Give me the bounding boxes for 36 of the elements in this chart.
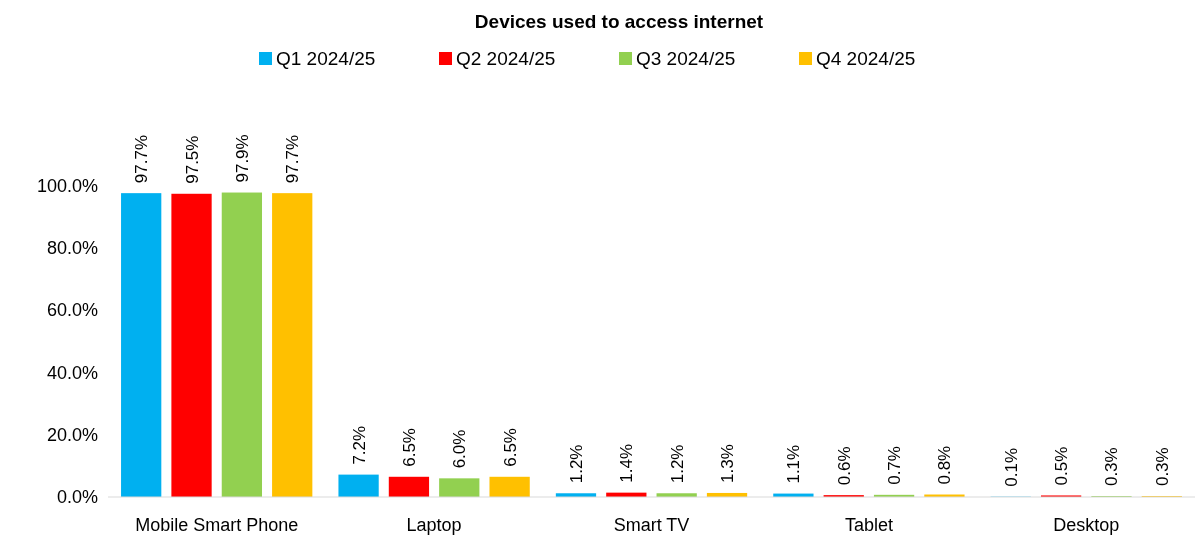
y-tick-label: 100.0%: [36, 176, 98, 196]
data-label: 1.4%: [617, 443, 637, 483]
data-label: 7.2%: [349, 425, 369, 465]
y-tick-label: 80.0%: [46, 238, 98, 259]
legend-label: Q3 2024/25: [636, 48, 736, 69]
data-label: 0.3%: [1102, 447, 1122, 487]
data-label: 1.2%: [566, 444, 586, 484]
x-tick-label: Smart TV: [613, 515, 690, 535]
data-label: 97.9%: [232, 134, 252, 183]
legend-label: Q1 2024/25: [276, 48, 376, 69]
data-label: 6.0%: [450, 429, 470, 469]
data-label: 1.2%: [667, 444, 687, 484]
y-tick-label: 60.0%: [46, 300, 98, 321]
data-label: 97.7%: [283, 134, 303, 184]
x-tick-label: Desktop: [1053, 515, 1120, 535]
legend-label: Q2 2024/25: [456, 48, 556, 69]
data-label: 0.5%: [1052, 446, 1072, 486]
data-label: 97.5%: [182, 135, 202, 184]
y-tick-label: 40.0%: [46, 362, 98, 383]
data-label: 6.5%: [500, 428, 520, 467]
data-label: 0.1%: [1001, 447, 1021, 487]
data-label: 0.8%: [935, 445, 955, 485]
data-label: 0.3%: [1152, 447, 1172, 487]
chart-title: Devices used to access internet: [474, 11, 764, 32]
y-tick-label: 0.0%: [56, 487, 98, 507]
x-tick-label: Tablet: [844, 515, 893, 535]
data-label: 97.7%: [132, 134, 152, 184]
x-tick-label: Mobile Smart Phone: [135, 515, 299, 535]
data-label: 6.5%: [399, 428, 419, 467]
data-label: 0.6%: [834, 446, 854, 486]
data-label: 0.7%: [885, 446, 905, 485]
data-label: 1.1%: [784, 444, 804, 484]
y-tick-label: 20.0%: [46, 424, 98, 445]
x-tick-label: Laptop: [406, 515, 462, 535]
legend-label: Q4 2024/25: [816, 48, 916, 69]
data-label: 1.3%: [718, 444, 738, 483]
